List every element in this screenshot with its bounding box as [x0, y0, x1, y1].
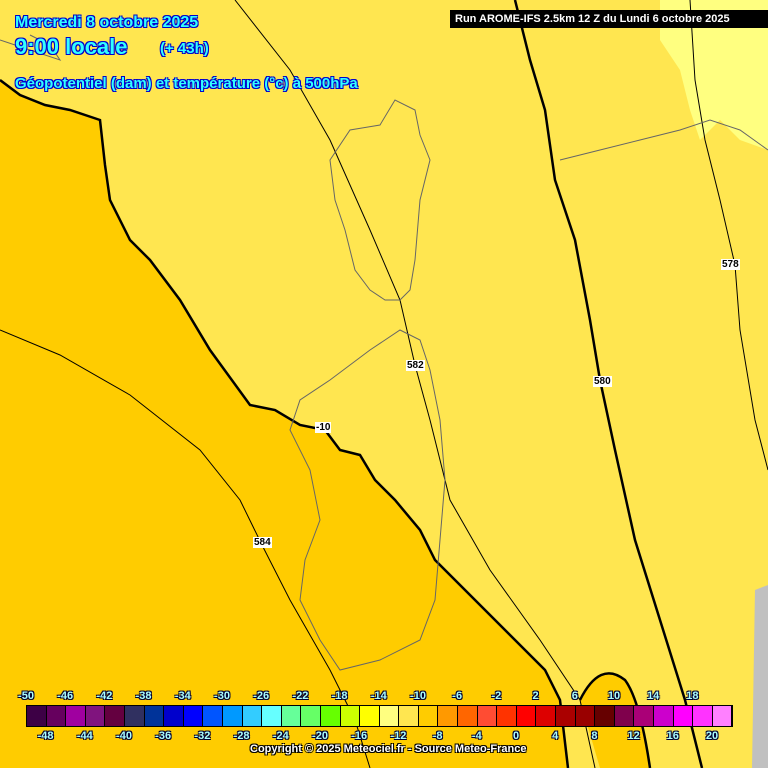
color-swatch [340, 706, 361, 726]
legend-tick-top: -50 [18, 690, 34, 702]
color-swatch [556, 706, 576, 726]
light-zone-top-right [660, 0, 768, 150]
color-swatch [458, 706, 478, 726]
field-title: Géopotentiel (dam) et température (°c) à… [15, 75, 358, 92]
color-swatch [575, 706, 596, 726]
color-swatch [203, 706, 223, 726]
legend-tick-bottom: 20 [705, 730, 719, 742]
color-scale [26, 705, 734, 727]
isotherm-minus10 [0, 79, 570, 768]
color-swatch [516, 706, 537, 726]
color-swatch [242, 706, 263, 726]
legend-tick-top: -14 [370, 690, 387, 702]
legend-tick-bottom: -44 [76, 730, 93, 742]
legend-tick-top: -18 [331, 690, 348, 702]
isotherm-south [578, 672, 652, 768]
label-582: 582 [406, 360, 425, 371]
legend-tick-top: -46 [57, 690, 74, 702]
legend-tick-top: -2 [491, 690, 502, 702]
color-swatch [418, 706, 439, 726]
label-minus10: -10 [315, 422, 332, 433]
nodata-strip [752, 585, 768, 768]
color-swatch [654, 706, 674, 726]
legend-tick-bottom: -48 [37, 730, 54, 742]
color-swatch [536, 706, 557, 726]
legend-tick-bottom: -24 [272, 730, 289, 742]
legend-tick-bottom: 0 [512, 730, 520, 742]
legend-tick-bottom: -16 [351, 730, 368, 742]
color-swatch [712, 706, 733, 726]
legend-tick-bottom: -20 [312, 730, 328, 742]
color-swatch [124, 706, 145, 726]
color-swatch [693, 706, 713, 726]
legend-tick-top: -30 [214, 690, 230, 702]
color-swatch [438, 706, 459, 726]
legend-tick-top: -42 [96, 690, 113, 702]
color-swatch [105, 706, 125, 726]
legend-tick-bottom: 16 [666, 730, 679, 742]
legend-tick-top: -38 [135, 690, 152, 702]
legend-tick-bottom: -12 [390, 730, 407, 742]
legend-tick-bottom: -36 [155, 730, 172, 742]
label-578: 578 [721, 259, 740, 270]
run-info: Run AROME-IFS 2.5km 12 Z du Lundi 6 octo… [450, 10, 768, 28]
color-swatch [262, 706, 282, 726]
legend-tick-top: -26 [253, 690, 270, 702]
color-swatch [27, 706, 47, 726]
color-swatch [85, 706, 106, 726]
legend-tick-bottom: 4 [552, 730, 559, 742]
legend-tick-top: -6 [452, 690, 463, 702]
forecast-time: 9:00 locale [15, 34, 128, 59]
legend-tick-bottom: -8 [432, 730, 443, 742]
legend-tick-bottom: -28 [233, 730, 250, 742]
isohypse-582 [234, 0, 596, 768]
color-swatch [66, 706, 86, 726]
isohypse-578 [689, 0, 768, 471]
legend-tick-top: 14 [647, 690, 660, 702]
color-swatch [281, 706, 302, 726]
forecast-date: Mercredi 8 octobre 2025 [15, 14, 199, 31]
color-swatch [379, 706, 400, 726]
legend-tick-top: 2 [532, 690, 539, 702]
color-swatch [497, 706, 517, 726]
color-swatch [360, 706, 380, 726]
label-580: 580 [593, 376, 612, 387]
coastline-corsica [329, 99, 431, 301]
legend-tick-bottom: 12 [627, 730, 640, 742]
color-swatch [595, 706, 615, 726]
color-swatch [320, 706, 341, 726]
legend-tick-top: -10 [410, 690, 426, 702]
copyright: Copyright © 2025 Meteociel.fr - Source M… [250, 743, 527, 755]
forecast-lead: (+ 43h) [160, 40, 209, 57]
color-swatch [614, 706, 635, 726]
coastline-italy [559, 119, 768, 161]
legend-tick-top: 18 [686, 690, 699, 702]
color-swatch [46, 706, 67, 726]
legend-tick-top: -34 [174, 690, 191, 702]
label-584: 584 [253, 537, 272, 548]
color-swatch [301, 706, 321, 726]
legend-tick-top: 10 [607, 690, 621, 702]
legend-tick-top: 6 [571, 690, 578, 702]
color-swatch [144, 706, 165, 726]
color-swatch [477, 706, 498, 726]
legend-tick-bottom: -4 [471, 730, 482, 742]
legend-tick-bottom: -40 [116, 730, 132, 742]
color-swatch [673, 706, 694, 726]
isohypse-580 [513, 0, 704, 768]
legend-tick-bottom: 8 [591, 730, 598, 742]
color-swatch [399, 706, 419, 726]
coastline-northwest [0, 34, 62, 61]
color-swatch [634, 706, 654, 726]
legend-tick-bottom: -32 [194, 730, 211, 742]
isohypse-584 [0, 329, 371, 768]
coastline-sardinia [289, 329, 446, 671]
color-swatch [164, 706, 184, 726]
color-swatch [222, 706, 243, 726]
legend-tick-top: -22 [292, 690, 309, 702]
color-swatch [183, 706, 204, 726]
